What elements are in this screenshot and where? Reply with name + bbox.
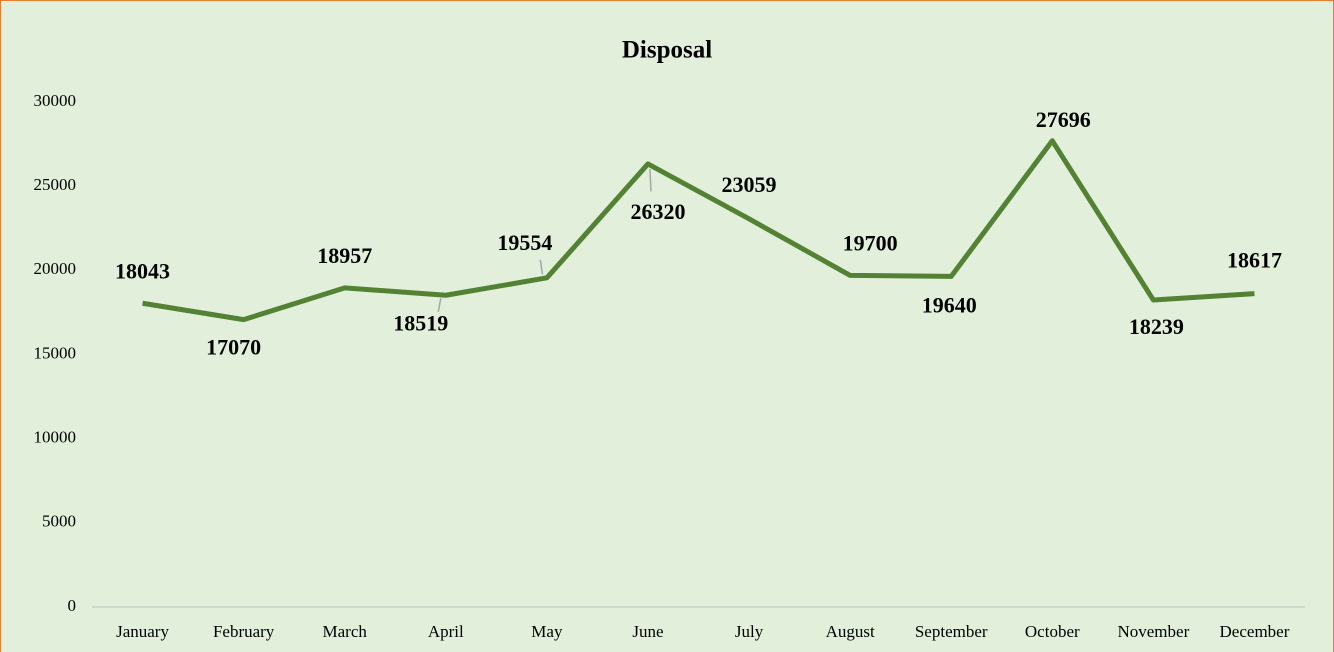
x-tick-label: May [531, 622, 563, 641]
y-tick-label: 20000 [34, 259, 77, 278]
x-tick-label: March [323, 622, 368, 641]
data-label: 18617 [1227, 248, 1282, 273]
y-tick-label: 5000 [42, 512, 76, 531]
x-tick-label: January [116, 622, 169, 641]
chart-title: Disposal [622, 37, 712, 64]
y-tick-label: 15000 [34, 343, 77, 362]
x-tick-label: April [428, 622, 464, 641]
data-label: 18519 [393, 310, 448, 335]
y-tick-label: 30000 [34, 91, 77, 110]
x-tick-label: December [1220, 622, 1290, 641]
x-tick-label: July [735, 622, 764, 641]
x-tick-label: August [826, 622, 875, 641]
data-label: 26320 [630, 199, 685, 224]
data-label: 19554 [497, 230, 552, 255]
x-tick-label: February [213, 622, 275, 641]
data-label: 18957 [317, 243, 372, 268]
data-label: 18043 [115, 258, 170, 283]
data-label: 17070 [206, 335, 261, 360]
data-label: 27696 [1036, 107, 1091, 132]
y-tick-label: 10000 [34, 428, 77, 447]
x-tick-label: November [1117, 622, 1189, 641]
leader-line [649, 168, 652, 192]
y-tick-label: 0 [68, 596, 77, 615]
x-tick-label: September [915, 622, 988, 641]
data-label: 23059 [722, 172, 777, 197]
y-tick-label: 25000 [34, 175, 77, 194]
line [142, 138, 1255, 323]
x-tick-label: October [1025, 622, 1080, 641]
x-tick-label: June [632, 622, 663, 641]
data-label: 19700 [843, 230, 898, 255]
leader-line [437, 298, 442, 312]
data-label: 18239 [1129, 314, 1184, 339]
data-label: 19640 [922, 292, 977, 317]
leader-line [539, 259, 544, 275]
